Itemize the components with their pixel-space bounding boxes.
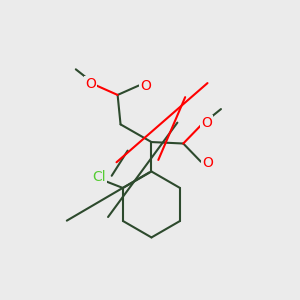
Text: O: O xyxy=(85,77,96,91)
Text: O: O xyxy=(202,156,213,170)
Text: Cl: Cl xyxy=(92,170,106,184)
Text: O: O xyxy=(201,116,212,130)
Text: O: O xyxy=(140,79,151,92)
